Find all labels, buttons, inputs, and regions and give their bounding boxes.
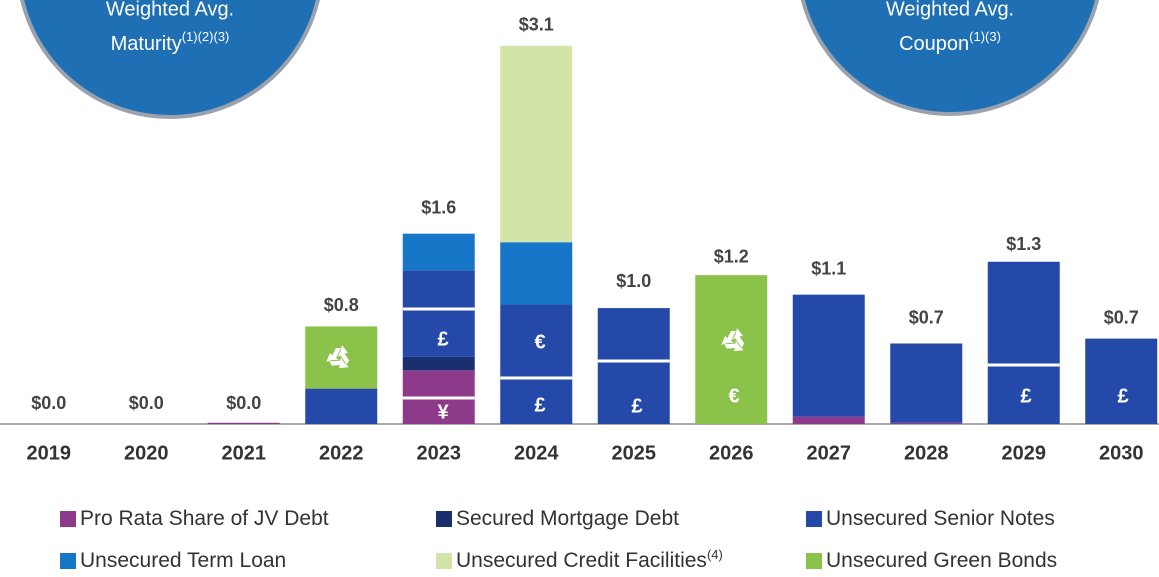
x-tick-label: 2025 [612,442,657,464]
legend-swatch [806,511,822,527]
bar-segment [305,388,378,424]
total-label: $0.8 [324,295,359,315]
total-label: $1.1 [811,259,846,279]
x-tick-label: 2029 [1002,442,1047,464]
recycle-icon [326,345,350,369]
legend-label: Unsecured Credit Facilities(4) [456,547,723,571]
currency-symbol: £ [437,328,448,350]
legend-text: Unsecured Green Bonds [826,549,1057,572]
currency-symbol: € [728,385,739,407]
legend-label: Secured Mortgage Debt [456,507,679,530]
bars: $0.0 2019 $0.0 2020 $0.0 2021 $0.8 2022 $1.6 2023… [27,15,1158,464]
footnote: (1)(3) [969,29,1001,44]
footnote: (1)(2)(3) [182,29,230,44]
x-tick-label: 2030 [1099,442,1144,464]
legend: Pro Rata Share of JV Debt Secured Mortgag… [60,507,1057,572]
legend-text: Unsecured Senior Notes [826,507,1055,530]
legend-swatch [806,553,822,569]
callout-right: Weighted Avg. Coupon(1)(3) [800,0,1100,116]
x-tick-label: 2023 [417,442,462,464]
total-label: $3.1 [519,15,554,35]
legend-text: Unsecured Credit Facilities [456,549,707,572]
bar-segment [500,45,573,243]
callout-text: Coupon(1)(3) [899,29,1001,55]
legend-label: Unsecured Senior Notes [826,507,1055,530]
bar-segment [402,233,475,271]
recycle-arrow [337,349,350,369]
total-label: $1.0 [616,271,651,291]
legend-swatch [60,511,76,527]
currency-symbol: ¥ [437,401,449,423]
currency-symbol: £ [1117,385,1128,407]
callout-text: Weighted Avg. [886,0,1014,20]
legend-text: Unsecured Term Loan [80,549,286,572]
total-label: $1.6 [421,198,456,218]
callout-circle [800,0,1100,116]
legend-text: Secured Mortgage Debt [456,507,679,530]
legend-label: Pro Rata Share of JV Debt [80,507,329,530]
callout-text: Coupon [899,33,969,55]
legend-text: Pro Rata Share of JV Debt [80,507,329,530]
total-label: $0.0 [226,393,261,413]
bar-segment [305,326,378,389]
bar-segment [890,343,963,423]
legend-label: Unsecured Term Loan [80,549,286,572]
bar-segment [987,261,1060,424]
currency-symbol: € [534,331,545,353]
total-label: $0.7 [1104,307,1139,327]
recycle-arrow [725,328,743,343]
callout-text: Maturity [111,33,182,55]
x-tick-label: 2026 [709,442,754,464]
bar-segment [402,356,475,371]
recycle-arrow [330,345,348,360]
legend-swatch [436,553,452,569]
bar-segment [207,422,280,424]
bar-segment [1085,338,1158,424]
recycle-arrow [721,335,741,349]
callout-text: Weighted Avg. [106,0,234,20]
total-label: $1.2 [714,246,749,266]
x-tick-label: 2028 [904,442,949,464]
bar-overlays: £ ¥ € £ £ € £ £ [326,307,1129,423]
bar-segment [695,275,768,424]
currency-symbol: £ [631,395,642,417]
callout-circle [20,0,320,119]
legend-swatch [60,553,76,569]
x-tick-label: 2024 [514,442,559,464]
recycle-arrow [732,332,745,352]
callout-left: Weighted Avg. Maturity(1)(2)(3) [20,0,320,119]
x-tick-label: 2020 [124,442,169,464]
bar-segment [792,416,865,424]
recycle-arrow [326,352,346,366]
currency-symbol: £ [534,394,545,416]
total-label: $0.7 [909,307,944,327]
total-label: $0.0 [129,393,164,413]
recycle-icon [721,328,745,352]
bar-segment [597,308,670,424]
bar-segment [890,422,963,424]
bar-segment [500,304,573,424]
total-label: $0.0 [31,393,66,413]
bar-segment [402,270,475,357]
x-tick-label: 2019 [27,442,72,464]
bar-segment [792,294,865,417]
legend-swatch [436,511,452,527]
total-label: $1.3 [1006,234,1041,254]
callout-text: Maturity(1)(2)(3) [111,29,230,55]
bar-segment [500,242,573,305]
currency-symbol: £ [1020,385,1031,407]
legend-label: Unsecured Green Bonds [826,549,1057,572]
x-tick-label: 2027 [807,442,852,464]
x-tick-label: 2022 [319,442,364,464]
footnote: (4) [707,547,723,562]
x-tick-label: 2021 [222,442,267,464]
